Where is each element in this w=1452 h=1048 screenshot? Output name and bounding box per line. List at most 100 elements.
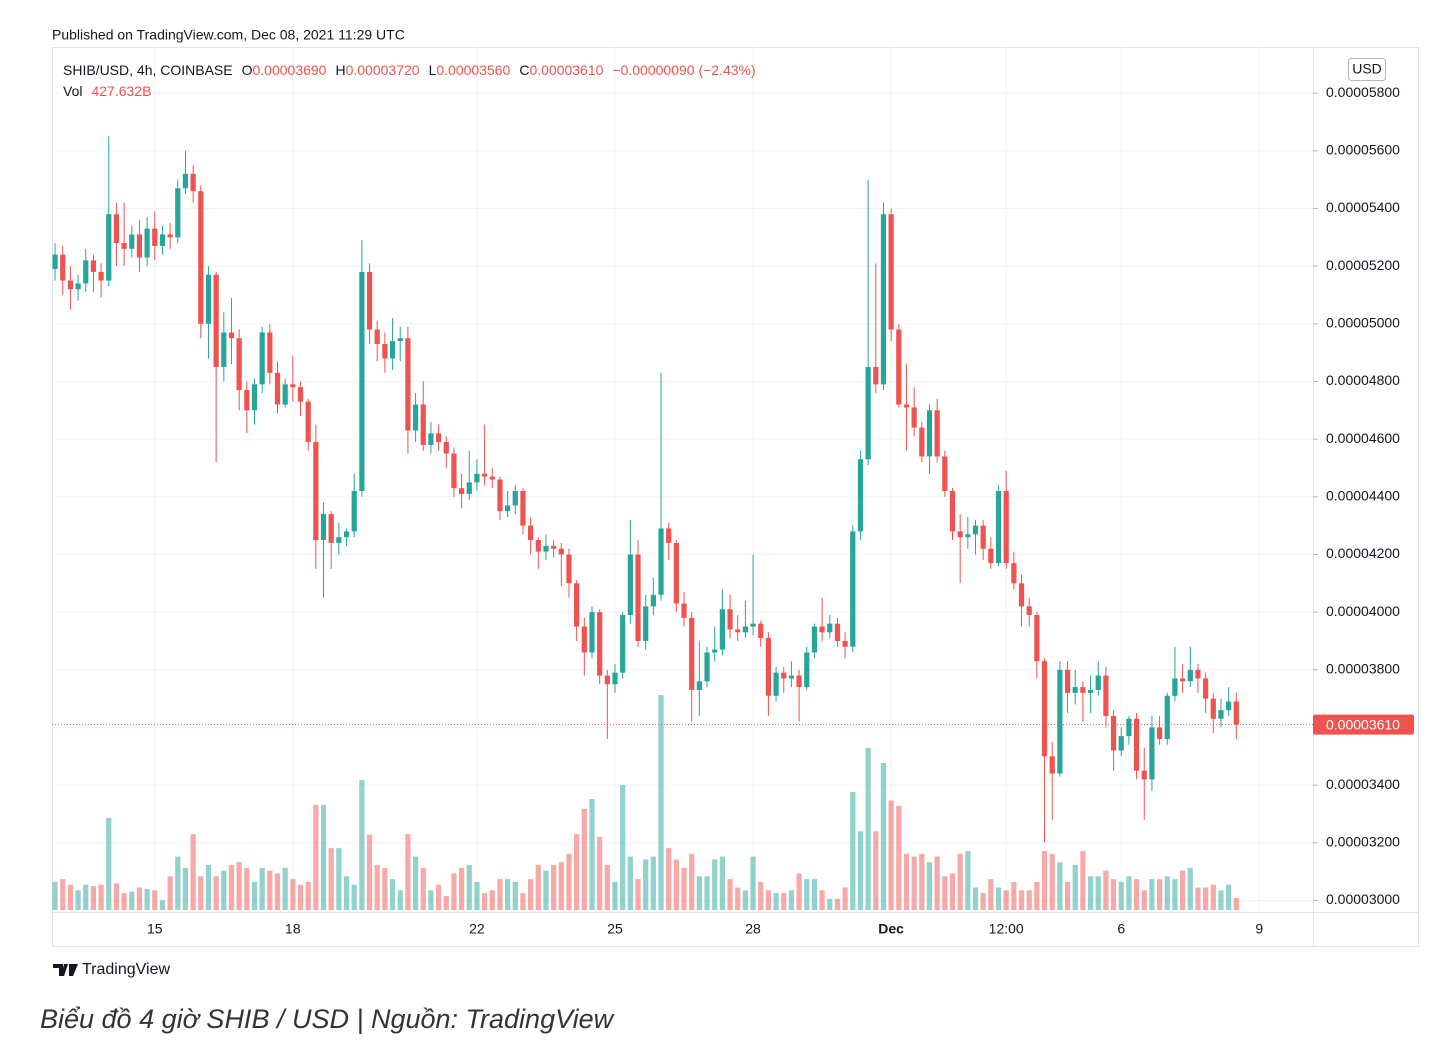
candle-body [942, 456, 948, 492]
volume-bar [1141, 890, 1147, 910]
volume-bar [589, 798, 595, 910]
candle-body [735, 629, 741, 633]
candle-body [320, 514, 327, 541]
legend-change: −0.00000090 (−2.43%) [612, 62, 755, 78]
x-tick-label: 12:00 [989, 921, 1024, 937]
candle-body [689, 617, 695, 690]
volume-bar [228, 865, 235, 910]
candle-body [1133, 718, 1140, 771]
volume-bar [543, 870, 549, 910]
candle-body [1110, 715, 1117, 751]
candle-body [121, 243, 127, 249]
volume-bar [458, 867, 465, 910]
volume-bar [604, 865, 610, 910]
volume-bar [1049, 853, 1055, 910]
volume-bar [98, 884, 104, 910]
volume-bar [489, 890, 495, 910]
candle-body [1126, 718, 1132, 737]
candle-body [911, 407, 917, 428]
price-pane [52, 136, 1313, 843]
volume-bar [481, 893, 488, 910]
volume-bar [1103, 870, 1109, 910]
volume-bar [627, 856, 633, 910]
candle-body [842, 640, 848, 647]
candle-body [1057, 669, 1063, 774]
candle-body [167, 234, 173, 238]
legend-value: 0.00003560 [436, 62, 510, 78]
volume-bar [804, 879, 810, 910]
candle-body [359, 271, 365, 492]
volume-bar [827, 898, 833, 910]
volume-bar [919, 853, 925, 910]
volume-bar [182, 867, 189, 910]
candle-body [282, 384, 288, 405]
volume-bar [1218, 890, 1224, 910]
volume-bar [773, 893, 779, 910]
candle-body [113, 214, 120, 244]
volume-bar [1026, 890, 1032, 910]
candle-body [351, 491, 357, 532]
volume-bar [1172, 879, 1178, 910]
volume-bar [205, 865, 212, 910]
candle-body [136, 234, 143, 258]
volume-bar [842, 887, 848, 910]
volume-bar [520, 893, 526, 910]
volume-bar [282, 867, 288, 910]
candle-body [528, 525, 534, 541]
volume-bar [758, 881, 764, 910]
ohlc-legend: SHIB/USD, 4h, COINBASE O0.00003690 H0.0000… [63, 62, 756, 78]
volume-bar [336, 848, 342, 910]
volume-bar [1080, 850, 1086, 910]
volume-bar [236, 862, 242, 910]
volume-bar [343, 876, 350, 910]
volume-bar [566, 853, 572, 910]
volume-bar [1057, 862, 1063, 910]
volume-bar [106, 817, 112, 910]
candle-body [520, 491, 526, 526]
candle-body [474, 473, 480, 483]
volume-bar [290, 879, 296, 910]
candle-body [1156, 727, 1163, 739]
candle-body [1003, 491, 1009, 564]
candle-body [175, 188, 181, 238]
candle-body [83, 260, 89, 284]
caption: Biểu đồ 4 giờ SHIB / USD | Nguồn: Tradin… [40, 1004, 615, 1034]
x-tick-label: Dec [878, 921, 904, 937]
volume-bar [1018, 890, 1025, 910]
volume-bar [374, 865, 380, 910]
volume-bar [389, 879, 396, 910]
volume-bar [1064, 881, 1071, 910]
volume-bar [880, 763, 887, 910]
candle-body [106, 214, 112, 281]
candle-body [512, 491, 518, 506]
brand-name: TradingView [82, 961, 170, 978]
y-tick-label: 0.00004600 [1326, 430, 1400, 446]
candle-body [765, 638, 772, 696]
y-tick-label: 0.00004800 [1326, 372, 1400, 388]
candle-body [980, 525, 986, 549]
candle-body [1210, 698, 1216, 719]
candle-body [313, 442, 319, 541]
volume-bar [397, 890, 403, 910]
candle-body [612, 672, 618, 685]
candle-body [213, 274, 219, 368]
x-tick-label: 6 [1117, 921, 1125, 937]
candle-body [1203, 678, 1209, 699]
volume-bar [175, 856, 181, 910]
last-price-label: 0.00003610 [1326, 716, 1400, 732]
candle-body [297, 387, 304, 402]
volume-bar [144, 888, 150, 910]
volume-bar [1210, 884, 1216, 910]
candle-body [834, 623, 841, 641]
volume-bar [251, 881, 258, 910]
candle-body [543, 545, 549, 552]
legend-value: 0.00003720 [346, 62, 420, 78]
candle-body [435, 433, 442, 443]
volume-bar [1203, 887, 1209, 910]
candle-body [1041, 661, 1048, 757]
currency: USD [1352, 61, 1382, 77]
volume-bar [1195, 887, 1201, 910]
volume-bar [988, 879, 994, 910]
volume-bar [765, 890, 772, 910]
x-tick-label: 28 [745, 921, 761, 937]
